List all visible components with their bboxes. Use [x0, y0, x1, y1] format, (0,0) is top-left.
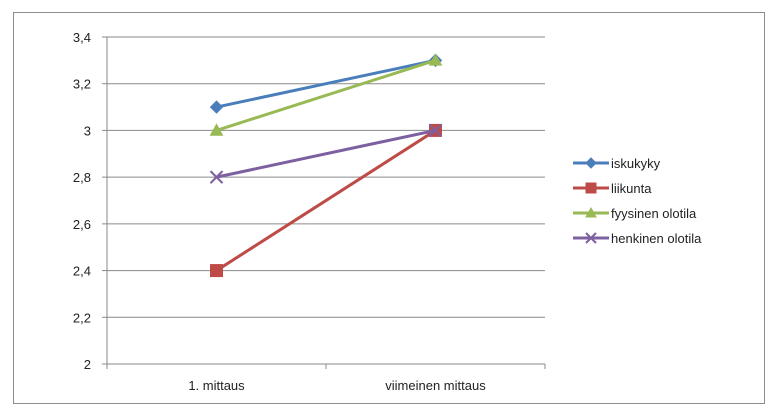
- legend-item: iskukyky: [573, 156, 661, 171]
- axes: [102, 36, 546, 369]
- series-line: [215, 129, 437, 272]
- legend-item: liikunta: [573, 181, 652, 196]
- x-tick-labels: 1. mittaus viimeinen mittaus: [188, 378, 486, 393]
- series-1: [210, 123, 442, 278]
- series-line: [216, 128, 436, 179]
- series-3: [209, 123, 443, 184]
- y-tick-label: 3,4: [73, 30, 91, 45]
- data-point: [428, 53, 443, 66]
- legend-marker: [585, 206, 597, 218]
- legend-marker: [585, 157, 597, 169]
- series-lines: [209, 53, 443, 278]
- legend-marker: [585, 182, 597, 194]
- legend-label: fyysinen olotila: [611, 206, 697, 221]
- legend-label: iskukyky: [611, 156, 661, 171]
- chart-frame: [13, 12, 765, 404]
- series-line: [216, 58, 436, 109]
- gridlines: [107, 36, 545, 318]
- y-tick-label: 2,4: [73, 264, 91, 279]
- y-tick-label: 2,8: [73, 170, 91, 185]
- legend-item: fyysinen olotila: [573, 206, 697, 221]
- y-tick-labels: 2 2,2 2,4 2,6 2,8 3 3,2 3,4: [73, 30, 91, 372]
- data-point: [210, 264, 223, 278]
- data-point: [428, 123, 443, 138]
- y-tick-label: 2: [84, 357, 91, 372]
- data-point: [209, 170, 224, 184]
- y-tick-label: 2,6: [73, 217, 91, 232]
- series-line: [216, 58, 436, 132]
- series-2: [209, 53, 443, 136]
- legend-marker: [585, 232, 597, 244]
- x-tick-label: viimeinen mittaus: [385, 378, 486, 393]
- legend: iskukyky liikunta fyysinen olotila henkinen…: [573, 156, 702, 246]
- x-tick-label: 1. mittaus: [188, 378, 245, 393]
- y-tick-label: 3: [84, 123, 91, 138]
- y-tick-label: 2,2: [73, 310, 91, 325]
- data-point: [209, 123, 224, 136]
- legend-label: henkinen olotila: [611, 231, 702, 246]
- data-point: [209, 100, 224, 114]
- legend-label: liikunta: [611, 181, 652, 196]
- y-tick-label: 3,2: [73, 77, 91, 92]
- legend-item: henkinen olotila: [573, 231, 702, 246]
